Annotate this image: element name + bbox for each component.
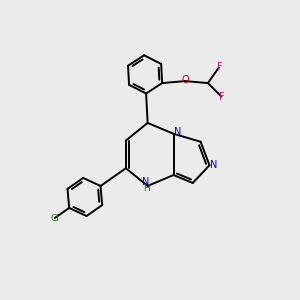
Text: N: N — [210, 160, 218, 170]
Text: F: F — [219, 92, 225, 102]
Text: N: N — [142, 176, 150, 187]
Text: N: N — [174, 127, 181, 137]
Text: F: F — [217, 62, 222, 72]
Text: O: O — [182, 76, 189, 85]
Text: H: H — [143, 184, 149, 193]
Text: Cl: Cl — [50, 214, 59, 223]
